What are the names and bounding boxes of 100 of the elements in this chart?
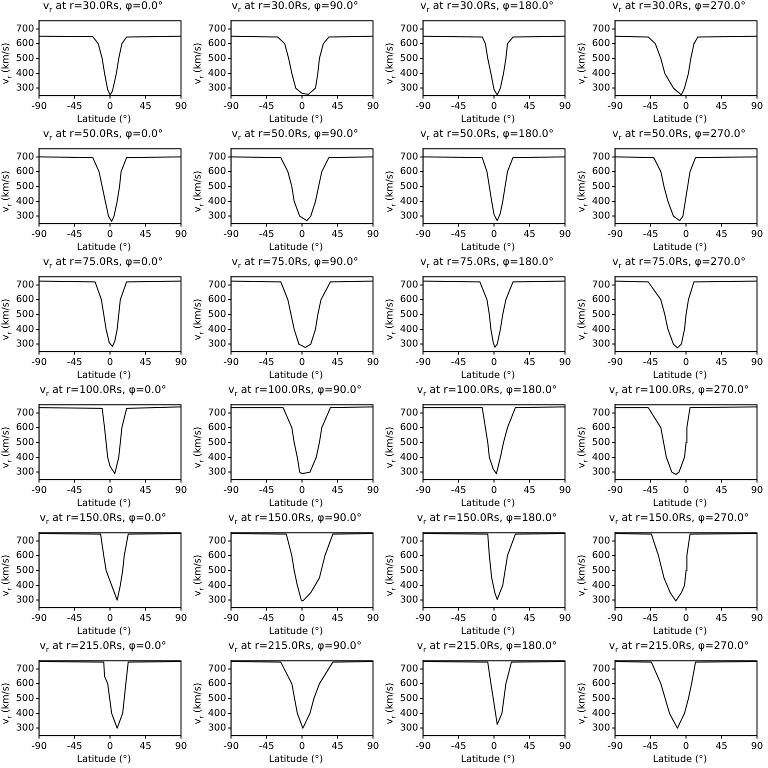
y-tick-label: 500 (592, 692, 610, 704)
x-tick-label: -45 (258, 484, 274, 496)
x-axis-title: Latitude (°) (76, 114, 132, 126)
x-axis-title: Latitude (°) (460, 114, 516, 126)
x-axis-title: Latitude (°) (652, 242, 708, 254)
x-axis-title: Latitude (°) (76, 498, 132, 510)
y-tick-label: 400 (16, 708, 34, 719)
x-axis-title: Latitude (°) (268, 114, 324, 126)
y-tick-label: 400 (208, 452, 226, 463)
x-tick-label: 0 (683, 100, 690, 112)
x-axis-title: Latitude (°) (460, 242, 516, 254)
chart-title: v$_{r}$ at r=50.0Rs, φ=0.0° (42, 128, 164, 144)
chart-title: v$_{r}$ at r=75.0Rs, φ=0.0° (42, 256, 164, 272)
x-tick-label: -45 (258, 612, 274, 624)
x-tick-label: -90 (31, 356, 47, 368)
y-tick-label: 600 (208, 678, 226, 690)
x-tick-label: -45 (258, 228, 274, 240)
y-tick-label: 600 (16, 422, 34, 434)
x-tick-label: -45 (66, 100, 82, 112)
x-tick-label: 0 (299, 740, 306, 752)
x-tick-label: -45 (642, 484, 658, 496)
y-tick-label: 600 (400, 422, 418, 434)
y-tick-label: 500 (592, 52, 610, 64)
chart-title: v$_{r}$ at r=30.0Rs, φ=270.0° (611, 0, 747, 16)
x-tick-label: 0 (107, 740, 114, 752)
x-tick-label: -90 (31, 612, 47, 624)
x-tick-label: 90 (750, 484, 764, 496)
y-tick-label: 400 (208, 580, 226, 591)
x-tick-label: 45 (139, 484, 152, 496)
y-tick-label: 500 (592, 436, 610, 448)
y-tick-label: 400 (592, 580, 610, 591)
x-tick-label: 45 (523, 612, 536, 624)
x-tick-label: -90 (31, 740, 47, 752)
y-tick-label: 600 (592, 678, 610, 690)
x-tick-label: 45 (523, 228, 536, 240)
y-tick-label: 700 (400, 535, 418, 546)
y-tick-label: 300 (208, 594, 226, 606)
chart-title: v$_{r}$ at r=215.0Rs, φ=180.0° (416, 640, 558, 656)
y-tick-label: 700 (16, 535, 34, 546)
x-tick-label: -45 (258, 740, 274, 752)
x-tick-label: 90 (174, 228, 188, 240)
x-tick-label: 0 (299, 100, 306, 112)
chart-title: v$_{r}$ at r=215.0Rs, φ=90.0° (227, 640, 363, 656)
y-tick-label: 400 (592, 68, 610, 79)
x-tick-label: 0 (107, 356, 114, 368)
x-axis-title: Latitude (°) (268, 370, 324, 382)
x-axis-title: Latitude (°) (460, 498, 516, 510)
x-tick-label: 45 (331, 100, 344, 112)
y-tick-label: 300 (16, 594, 34, 606)
y-tick-label: 500 (208, 436, 226, 448)
y-tick-label: 600 (592, 422, 610, 434)
y-tick-label: 400 (208, 708, 226, 719)
y-tick-label: 700 (592, 279, 610, 290)
y-tick-label: 700 (592, 663, 610, 674)
x-tick-label: 0 (491, 356, 498, 368)
x-tick-label: 45 (331, 228, 344, 240)
x-tick-label: -90 (607, 356, 623, 368)
y-tick-label: 300 (400, 210, 418, 222)
x-tick-label: -45 (66, 612, 82, 624)
y-tick-label: 300 (208, 210, 226, 222)
x-tick-label: 45 (331, 612, 344, 624)
x-tick-label: -90 (223, 228, 239, 240)
x-axis-title: Latitude (°) (268, 498, 324, 510)
y-tick-label: 500 (592, 564, 610, 576)
x-tick-label: -45 (258, 100, 274, 112)
x-tick-label: 90 (174, 356, 188, 368)
x-tick-label: -45 (258, 356, 274, 368)
x-tick-label: 0 (107, 228, 114, 240)
x-tick-label: 90 (174, 484, 188, 496)
chart-title: v$_{r}$ at r=150.0Rs, φ=0.0° (38, 512, 168, 528)
y-tick-label: 400 (400, 68, 418, 79)
chart-title: v$_{r}$ at r=215.0Rs, φ=270.0° (608, 640, 750, 656)
x-tick-label: -90 (223, 740, 239, 752)
y-tick-label: 400 (400, 196, 418, 207)
x-tick-label: 90 (558, 612, 572, 624)
x-tick-label: 90 (366, 740, 380, 752)
y-tick-label: 300 (16, 82, 34, 94)
y-tick-label: 400 (400, 324, 418, 335)
y-tick-label: 500 (592, 180, 610, 192)
y-tick-label: 700 (400, 407, 418, 418)
chart-title: v$_{r}$ at r=30.0Rs, φ=180.0° (419, 0, 555, 16)
y-tick-label: 600 (592, 38, 610, 50)
y-tick-label: 500 (400, 436, 418, 448)
y-tick-label: 500 (16, 564, 34, 576)
chart-title: v$_{r}$ at r=150.0Rs, φ=90.0° (227, 512, 363, 528)
y-tick-label: 700 (16, 151, 34, 162)
y-tick-label: 500 (400, 52, 418, 64)
x-tick-label: 45 (139, 740, 152, 752)
x-tick-label: 45 (715, 228, 728, 240)
y-tick-label: 700 (208, 407, 226, 418)
chart-title: v$_{r}$ at r=100.0Rs, φ=270.0° (608, 384, 750, 400)
x-tick-label: 0 (491, 612, 498, 624)
x-tick-label: 90 (174, 100, 188, 112)
x-tick-label: 0 (107, 484, 114, 496)
x-tick-label: 90 (366, 612, 380, 624)
x-tick-label: 0 (299, 612, 306, 624)
y-tick-label: 400 (16, 580, 34, 591)
y-tick-label: 500 (16, 436, 34, 448)
y-tick-label: 300 (208, 466, 226, 478)
x-tick-label: 45 (331, 356, 344, 368)
